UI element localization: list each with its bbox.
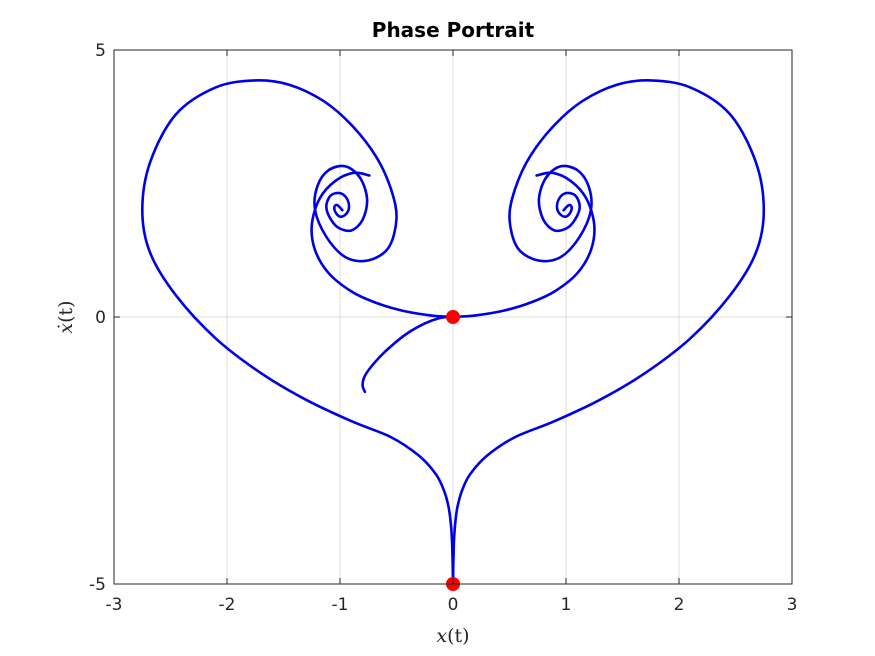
x-tick-label: 0: [448, 595, 459, 615]
trajectory-line: [361, 315, 450, 394]
x-tick-label: 1: [561, 595, 572, 615]
trajectory-line: [451, 79, 766, 586]
y-axis-label: ẋ(t): [55, 300, 77, 333]
x-axis-label: x(t): [436, 625, 469, 647]
x-tick-label: -3: [106, 595, 123, 615]
y-axis-label-arg: (t): [55, 300, 77, 322]
trajectory-line: [141, 79, 455, 586]
series-layer: [141, 79, 766, 591]
y-tick-label: 0: [95, 308, 106, 328]
equilibrium-point-marker: [446, 310, 460, 324]
x-axis-label-var: x: [436, 625, 447, 647]
trajectory-line: [310, 171, 455, 319]
y-tick-label: 5: [95, 41, 106, 61]
trajectory-line: [451, 171, 596, 319]
x-axis-label-arg: (t): [447, 625, 469, 647]
y-axis-label-var: ẋ: [55, 323, 77, 334]
x-tick-label: 3: [787, 595, 798, 615]
y-tick-label: -5: [89, 575, 106, 595]
x-tick-label: 2: [674, 595, 685, 615]
x-tick-label: -1: [332, 595, 349, 615]
x-tick-label: -2: [219, 595, 236, 615]
chart-title: Phase Portrait: [372, 18, 535, 42]
ticks: -3 -2 -1 0 1 2 3 -5 0 5: [89, 41, 797, 615]
